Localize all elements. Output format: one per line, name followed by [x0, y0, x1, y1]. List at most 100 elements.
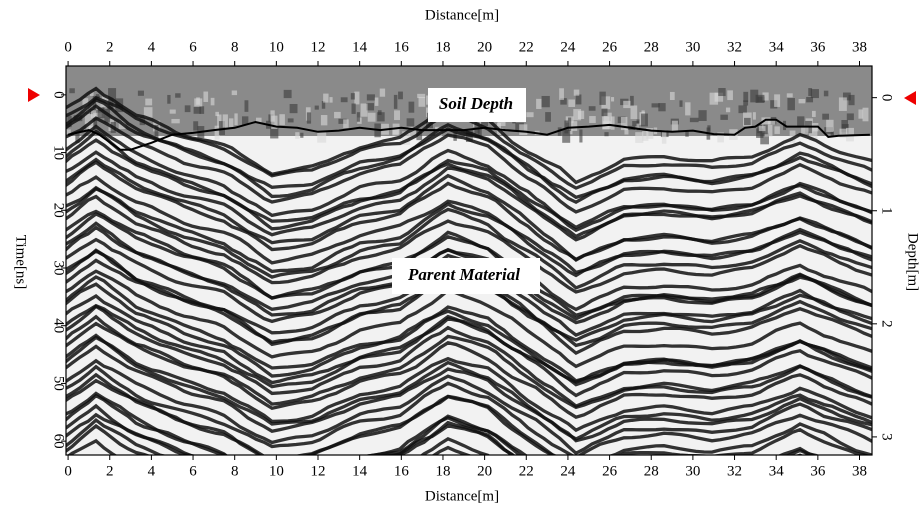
- reflection: [66, 212, 872, 312]
- noise: [66, 129, 71, 136]
- noise: [145, 98, 153, 106]
- noise: [108, 88, 117, 101]
- annotation: Soil Depth: [439, 94, 513, 113]
- noise: [846, 113, 854, 121]
- noise: [175, 93, 181, 98]
- noise: [560, 98, 567, 105]
- noise: [787, 98, 795, 111]
- x-tick-label: 6: [189, 463, 197, 479]
- noise: [720, 114, 728, 120]
- x-tick-label: 24: [560, 463, 576, 479]
- noise: [752, 112, 756, 120]
- noise: [194, 98, 203, 107]
- reflection: [66, 116, 872, 214]
- noise: [402, 131, 411, 145]
- x-tick-label: 22: [519, 39, 534, 55]
- y-tick-label: 20: [51, 203, 67, 218]
- noise: [573, 89, 580, 96]
- noise: [661, 130, 667, 144]
- noise: [610, 116, 615, 130]
- noise: [193, 106, 201, 114]
- y-tick-label: 0: [51, 91, 67, 99]
- noise: [289, 103, 298, 114]
- annotation: Parent Material: [407, 265, 520, 284]
- noise: [90, 110, 97, 119]
- noise: [839, 128, 848, 138]
- noise: [283, 89, 292, 99]
- noise: [743, 100, 749, 106]
- noise: [154, 124, 159, 139]
- noise: [143, 107, 153, 118]
- noise: [698, 110, 707, 121]
- noise: [340, 97, 348, 103]
- x-tick-label: 36: [810, 463, 826, 479]
- noise: [234, 113, 238, 126]
- noise: [811, 110, 816, 117]
- noise: [562, 129, 571, 143]
- noise: [317, 132, 327, 143]
- noise: [334, 111, 341, 119]
- reflection: [66, 344, 872, 443]
- x-tick-label: 26: [602, 463, 618, 479]
- noise: [764, 124, 773, 137]
- noise: [658, 103, 666, 112]
- noise: [408, 126, 417, 139]
- zero-marker-right: [904, 91, 916, 105]
- y2-tick-label: 3: [879, 433, 895, 441]
- reflection: [66, 304, 872, 408]
- reflection: [66, 138, 872, 233]
- noise: [394, 110, 401, 121]
- noise: [601, 108, 608, 117]
- noise: [774, 126, 780, 134]
- x-axis-label-top: Distance[m]: [425, 7, 499, 23]
- noise: [97, 108, 105, 119]
- noise: [287, 118, 294, 123]
- noise: [809, 127, 818, 141]
- x-tick-label: 14: [352, 39, 368, 55]
- noise: [774, 94, 781, 107]
- noise: [789, 130, 796, 143]
- noise: [167, 94, 171, 104]
- noise: [203, 91, 209, 102]
- noise: [559, 88, 564, 100]
- noise: [418, 96, 426, 107]
- noise: [760, 132, 769, 145]
- noise: [564, 120, 569, 134]
- noise: [642, 130, 649, 141]
- noise: [568, 99, 576, 107]
- noise: [393, 94, 398, 109]
- noise: [214, 125, 220, 140]
- noise: [714, 92, 724, 102]
- noise: [536, 98, 542, 109]
- x-tick-label: 4: [148, 463, 156, 479]
- x-tick-label: 10: [269, 463, 284, 479]
- x-tick-label: 2: [106, 463, 114, 479]
- noise: [725, 107, 731, 113]
- reflection: [66, 333, 872, 441]
- noise: [377, 112, 385, 122]
- noise: [84, 113, 93, 125]
- x-tick-label: 6: [189, 39, 197, 55]
- noise: [717, 132, 724, 143]
- annotation-box: [392, 258, 540, 294]
- noise: [651, 103, 660, 108]
- noise: [379, 88, 386, 97]
- reflection: [66, 282, 872, 383]
- reflection: [66, 314, 872, 410]
- noise: [222, 114, 228, 128]
- noise: [343, 119, 349, 129]
- noise: [579, 129, 583, 143]
- noise: [763, 124, 768, 135]
- noise: [709, 92, 719, 105]
- noise: [685, 102, 691, 116]
- x-tick-label: 34: [769, 39, 785, 55]
- noise: [270, 110, 275, 122]
- noise: [635, 132, 644, 143]
- noise: [541, 95, 550, 108]
- reflection: [66, 104, 872, 200]
- reflection: [66, 124, 872, 230]
- noise: [641, 113, 648, 127]
- x-tick-label: 0: [64, 463, 72, 479]
- noise: [620, 116, 628, 131]
